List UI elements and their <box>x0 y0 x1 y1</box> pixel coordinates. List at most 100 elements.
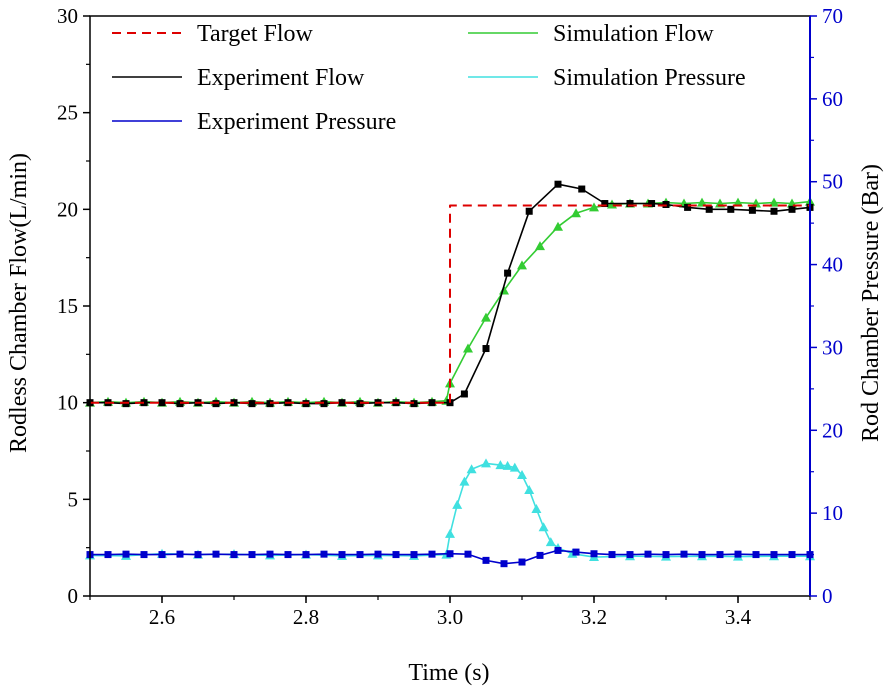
series-layer <box>85 180 815 568</box>
data-point <box>524 484 535 494</box>
data-point <box>554 180 562 188</box>
x-axis-title: Time (s) <box>408 660 489 686</box>
data-point <box>140 551 148 559</box>
data-point <box>531 504 542 513</box>
data-point <box>662 551 670 559</box>
data-point <box>428 550 436 558</box>
data-point <box>502 460 513 470</box>
series-simulation-flow <box>85 196 815 407</box>
data-point <box>770 207 778 215</box>
data-point <box>752 551 760 559</box>
x-tick-label: 2.8 <box>293 605 319 629</box>
x-tick-label: 3.4 <box>725 605 752 629</box>
y-right-tick-label: 40 <box>822 253 843 277</box>
data-point <box>338 551 346 559</box>
data-point <box>684 203 692 211</box>
data-point <box>320 550 328 558</box>
data-point <box>553 221 563 231</box>
y-right-tick-label: 20 <box>822 418 843 442</box>
data-point <box>428 399 436 407</box>
y-left-tick-label: 30 <box>57 4 78 28</box>
series-line <box>89 462 810 558</box>
y-left-tick-label: 20 <box>57 197 78 221</box>
data-point <box>788 551 796 559</box>
data-point <box>248 551 256 559</box>
series-target-flow <box>90 204 810 404</box>
legend-item: Simulation Pressure <box>468 65 746 91</box>
data-point <box>525 207 533 215</box>
series-line <box>90 204 810 404</box>
data-point <box>680 550 688 558</box>
data-point <box>410 551 418 559</box>
data-point <box>158 551 166 559</box>
data-point <box>538 522 549 532</box>
data-point <box>463 343 473 353</box>
y-right-tick-label: 50 <box>822 170 843 194</box>
legend-item: Experiment Pressure <box>112 109 396 135</box>
data-point <box>500 560 508 568</box>
data-point <box>578 185 586 193</box>
data-point <box>212 550 220 558</box>
y-axis-left-title: Rodless Chamber Flow(L/min) <box>6 153 32 453</box>
data-point <box>589 202 599 212</box>
y-right-tick-label: 60 <box>822 87 843 111</box>
data-point <box>535 241 545 251</box>
data-point <box>495 460 506 470</box>
data-point <box>572 548 580 556</box>
x-tick-label: 2.6 <box>149 605 175 629</box>
data-point <box>698 551 706 559</box>
data-point <box>554 546 562 554</box>
series-experiment-pressure <box>86 546 814 568</box>
data-point <box>445 528 455 538</box>
y-left-tick-label: 0 <box>68 584 79 608</box>
x-tick-label: 3.2 <box>581 605 607 629</box>
axes-layer: 2.6 2.8 3.0 3.2 3.4 0 5 10 15 20 25 30 0 10 20 30 40 50 60… <box>57 4 843 629</box>
legend-label: Experiment Flow <box>197 65 365 91</box>
legend-label: Target Flow <box>197 21 314 47</box>
data-point <box>716 551 724 559</box>
data-point <box>734 550 742 558</box>
data-point <box>648 200 656 208</box>
data-point <box>705 205 713 213</box>
y-left-tick-label: 10 <box>57 391 78 415</box>
data-point <box>518 558 526 566</box>
data-point <box>545 537 556 547</box>
data-point <box>176 550 184 558</box>
y-axis-right-title: Rod Chamber Pressure (Bar) <box>858 164 884 442</box>
x-tick-label: 3.0 <box>437 605 463 629</box>
data-point <box>122 550 130 558</box>
y-left-tick-label: 15 <box>57 294 78 318</box>
data-point <box>464 550 472 558</box>
data-point <box>356 551 364 559</box>
data-point <box>459 476 470 486</box>
data-point <box>697 197 707 207</box>
data-point <box>517 260 527 270</box>
y-left-tick-label: 5 <box>68 487 79 511</box>
data-point <box>733 197 743 207</box>
data-point <box>302 551 310 559</box>
data-point <box>481 312 491 322</box>
data-point <box>626 551 634 559</box>
data-point <box>248 400 256 408</box>
data-point <box>460 390 468 398</box>
data-point <box>727 205 735 213</box>
data-point <box>509 462 520 472</box>
legend-label: Simulation Pressure <box>553 65 746 91</box>
legend-label: Simulation Flow <box>553 21 714 47</box>
data-point <box>788 205 796 213</box>
data-point <box>504 269 512 277</box>
y-left-tick-label: 25 <box>57 101 78 125</box>
legend-item: Target Flow <box>112 21 314 47</box>
data-point <box>482 345 490 353</box>
data-point <box>230 551 238 559</box>
data-point <box>517 470 527 480</box>
data-point <box>536 551 544 559</box>
data-point <box>266 550 274 558</box>
data-point <box>104 551 112 559</box>
data-point <box>601 200 609 208</box>
data-point <box>374 550 382 558</box>
data-point <box>392 551 400 559</box>
data-point <box>571 208 581 218</box>
data-point <box>466 464 477 474</box>
